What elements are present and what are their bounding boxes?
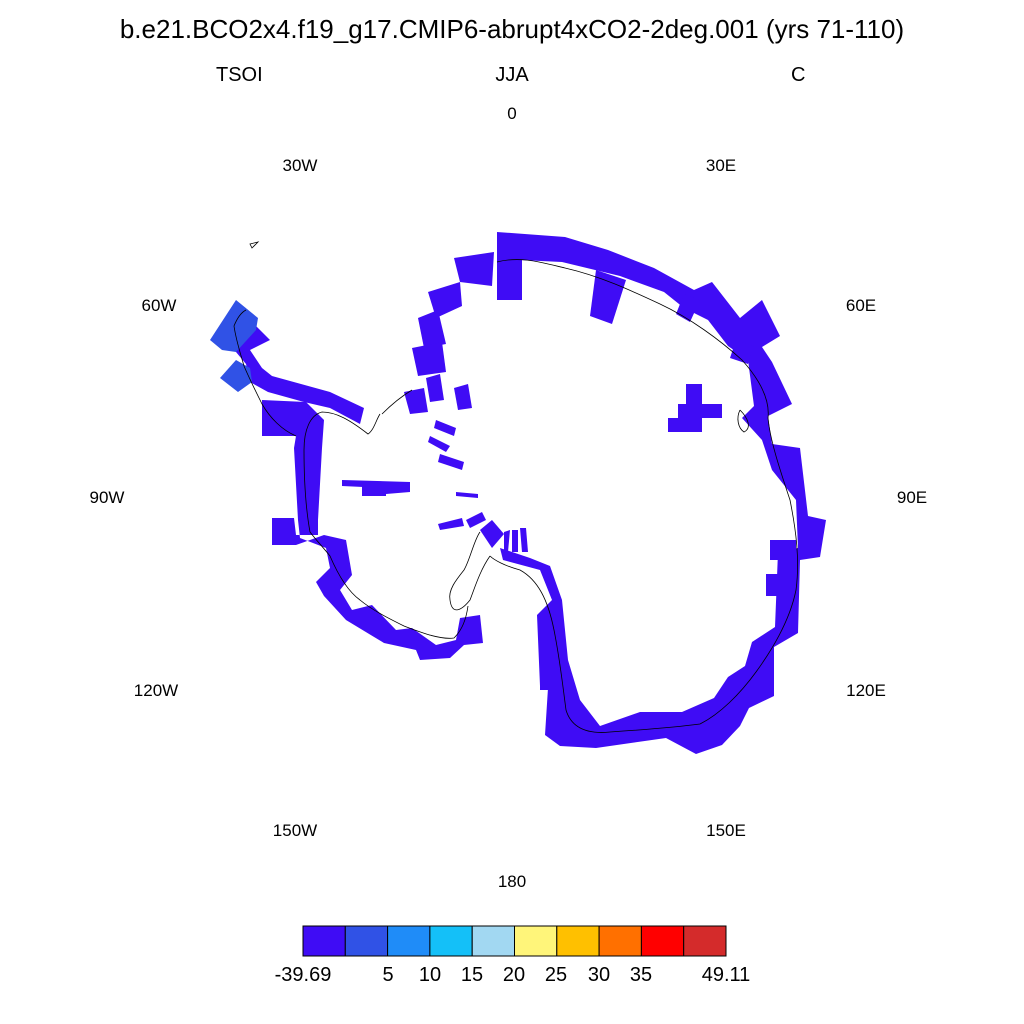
colorbar-box (302, 925, 346, 957)
lon-label-90w: 90W (90, 488, 125, 507)
cb-label-15: 15 (461, 964, 483, 986)
colorbar-box (683, 925, 727, 957)
colorbar-box (387, 925, 431, 957)
colorbar-box (556, 925, 600, 957)
cb-label-20: 20 (503, 964, 525, 986)
longitude-labels: 0 30E 60E 90E 120E 150E 180 150W 120W 90… (90, 104, 928, 891)
cb-label-25: 25 (545, 964, 567, 986)
colorbar-box (429, 925, 473, 957)
lon-label-120w: 120W (134, 681, 178, 700)
lon-label-60w: 60W (142, 296, 177, 315)
colorbar-box (514, 925, 558, 957)
variable-label: TSOI (216, 64, 263, 86)
lon-label-90e: 90E (897, 488, 927, 507)
cb-label-5: 5 (382, 964, 393, 986)
lon-label-30w: 30W (283, 156, 318, 175)
colorbar: -39.69 5 10 15 20 25 30 35 49.11 (275, 925, 751, 986)
cb-label-max: 49.11 (702, 964, 751, 986)
cb-label-35: 35 (630, 964, 652, 986)
west-antarctica-coastal-band (262, 400, 483, 660)
cb-label-10: 10 (419, 964, 441, 986)
colorbar-box (640, 925, 685, 957)
antarctic-peninsula (236, 318, 364, 424)
inland-block (668, 384, 722, 432)
lon-label-150w: 150W (273, 821, 317, 840)
colorbar-box (471, 925, 516, 957)
coastlines (233, 241, 799, 733)
lon-label-180: 180 (498, 872, 526, 891)
tsoi-field (236, 232, 826, 754)
colorbar-box (344, 925, 389, 957)
plot-title: b.e21.BCO2x4.f19_g17.CMIP6-abrupt4xCO2-2… (119, 14, 905, 44)
cb-label-30: 30 (588, 964, 610, 986)
colorbar-labels: -39.69 5 10 15 20 25 30 35 49.11 (275, 964, 751, 986)
lon-label-60e: 60E (846, 296, 876, 315)
colorbar-box (598, 925, 642, 957)
cb-label-min: -39.69 (275, 964, 332, 986)
units-label: C (791, 64, 806, 86)
lon-label-0: 0 (507, 104, 516, 123)
lon-label-120e: 120E (846, 681, 886, 700)
lon-label-150e: 150E (706, 821, 746, 840)
season-label: JJA (495, 64, 529, 86)
lon-label-30e: 30E (706, 156, 736, 175)
